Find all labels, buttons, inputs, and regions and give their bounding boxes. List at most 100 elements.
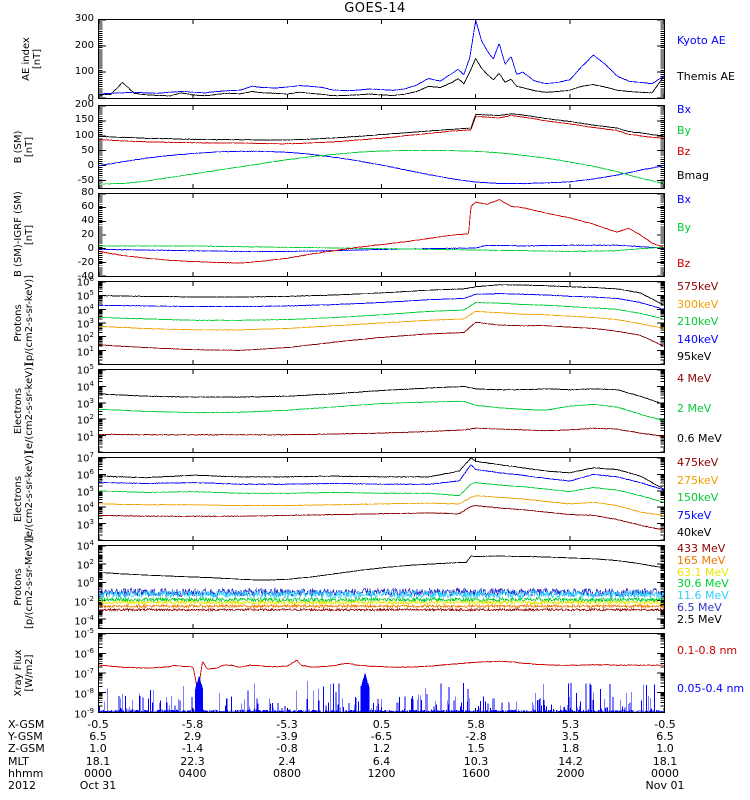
y-tick-label: 105 bbox=[76, 484, 94, 498]
x-tick-z-gsm-0: 1.0 bbox=[89, 742, 107, 756]
legend-item-protons-mev-0: 433 MeV bbox=[677, 542, 726, 556]
y-tick-label: 100 bbox=[74, 66, 94, 78]
x-tick-hhmm-2: 0800 bbox=[273, 766, 301, 780]
x-tick-date-6: Nov 01 bbox=[645, 779, 685, 792]
y-tick-label: 0 bbox=[87, 93, 94, 104]
legend-item-electrons-kev-4: 40keV bbox=[677, 526, 712, 540]
legend-item-protons-mageis-1: 300keV bbox=[677, 297, 719, 311]
legend-item-protons-mageis-2: 210keV bbox=[677, 315, 719, 329]
plot-canvas bbox=[99, 106, 664, 188]
y-tick-label: 104 bbox=[76, 379, 94, 394]
y-tick-label: 104 bbox=[76, 539, 94, 553]
y-tick-label: 102 bbox=[76, 557, 94, 571]
plot-canvas bbox=[99, 546, 664, 628]
y-tick-label: 101 bbox=[76, 430, 94, 444]
y-axis-title-electrons-mev: Electrons [e/(cm2-s-sr-keV)] bbox=[13, 363, 35, 453]
legend-item-ae-index-0: Kyoto AE bbox=[677, 34, 726, 48]
legend-item-ae-index-1: Themis AE bbox=[677, 69, 735, 83]
x-axis-row-label-hhmm: hhmm bbox=[8, 766, 44, 780]
legend-item-protons-mev-5: 6.5 MeV bbox=[677, 601, 722, 614]
x-tick-x-gsm-0: -0.5 bbox=[87, 718, 109, 731]
legend-item-xray-flux-1: 0.05-0.4 nm bbox=[677, 682, 745, 695]
legend-item-protons-mageis-4: 95keV bbox=[677, 350, 712, 364]
x-tick-mlt-5: 14.2 bbox=[558, 754, 583, 768]
x-tick-y-gsm-2: -3.9 bbox=[276, 730, 298, 744]
plot-canvas bbox=[99, 458, 664, 540]
y-axis-title-protons-mev: Protons [p/(cm2-s-sr-MeV)] bbox=[13, 535, 35, 629]
y-axis-title-b-sm-igrf: B (SM)-IGRF (SM) [nT] bbox=[13, 191, 35, 277]
x-tick-hhmm-3: 1200 bbox=[367, 766, 396, 780]
y-tick-label: 50 bbox=[81, 144, 94, 156]
x-tick-z-gsm-4: 1.5 bbox=[467, 742, 485, 756]
x-tick-hhmm-5: 2000 bbox=[556, 766, 585, 780]
legend-item-electrons-mev-2: 0.6 MeV bbox=[677, 431, 722, 445]
legend-item-b-sm-1: By bbox=[677, 124, 692, 138]
legend-item-electrons-kev-3: 75keV bbox=[677, 508, 712, 522]
plot-canvas bbox=[99, 20, 664, 98]
y-tick-label: 100 bbox=[74, 129, 94, 141]
x-tick-mlt-3: 6.4 bbox=[372, 754, 391, 768]
y-tick-label: 107 bbox=[76, 451, 94, 465]
y-tick-label: 104 bbox=[76, 303, 94, 317]
plot-panel-ae-index bbox=[98, 19, 665, 99]
plot-panel-electrons-kev bbox=[98, 457, 665, 541]
y-tick-label: 10-4 bbox=[74, 613, 94, 627]
x-tick-z-gsm-5: 1.8 bbox=[561, 742, 580, 756]
x-tick-hhmm-1: 0400 bbox=[178, 766, 207, 780]
x-tick-x-gsm-3: 0.5 bbox=[372, 718, 391, 731]
plot-panel-protons-mev bbox=[98, 545, 665, 629]
x-tick-z-gsm-6: 1.0 bbox=[656, 742, 674, 756]
y-tick-label: 105 bbox=[76, 289, 94, 303]
y-tick-label: -50 bbox=[77, 175, 94, 187]
y-axis-title-b-sm: B (SM) [nT] bbox=[13, 130, 35, 164]
legend-item-protons-mev-2: 63.1 MeV bbox=[677, 565, 729, 579]
x-tick-z-gsm-2: -0.8 bbox=[276, 742, 298, 756]
x-tick-y-gsm-0: 6.5 bbox=[89, 730, 107, 744]
y-tick-label: 103 bbox=[76, 518, 94, 532]
x-tick-mlt-2: 2.4 bbox=[278, 754, 296, 768]
x-tick-y-gsm-3: -6.5 bbox=[370, 730, 393, 744]
y-tick-label: 10-9 bbox=[74, 707, 94, 721]
legend-item-protons-mev-4: 11.6 MeV bbox=[677, 589, 729, 603]
legend-item-protons-mev-6: 2.5 MeV bbox=[677, 612, 722, 626]
legend-item-b-sm-0: Bx bbox=[677, 103, 692, 117]
legend-item-b-sm-igrf-1: By bbox=[677, 221, 692, 235]
x-tick-mlt-0: 18.1 bbox=[85, 754, 111, 768]
y-tick-label: 103 bbox=[76, 396, 94, 410]
y-tick-label: 106 bbox=[76, 467, 94, 482]
y-tick-label: 102 bbox=[76, 331, 94, 345]
x-tick-mlt-6: 18.1 bbox=[652, 754, 678, 768]
y-tick-label: 10-6 bbox=[74, 647, 94, 661]
y-tick-label: 10-7 bbox=[74, 667, 94, 681]
y-tick-label: 100 bbox=[76, 576, 94, 590]
y-axis-title-protons-mageis: Protons [p/(cm2-s-sr-keV)] bbox=[13, 274, 35, 365]
y-tick-label: 106 bbox=[76, 275, 94, 289]
legend-item-protons-mev-1: 165 MeV bbox=[677, 553, 726, 567]
y-tick-label: 200 bbox=[74, 39, 94, 51]
y-tick-label: 10-5 bbox=[74, 627, 94, 641]
x-tick-y-gsm-1: 2.9 bbox=[183, 730, 202, 744]
plot-panel-xray-flux bbox=[98, 633, 665, 713]
x-tick-mlt-4: 10.3 bbox=[463, 754, 489, 768]
x-tick-y-gsm-5: 3.5 bbox=[561, 730, 580, 744]
x-tick-x-gsm-2: -5.3 bbox=[276, 718, 298, 731]
x-axis-row-label-z-gsm: Z-GSM bbox=[8, 742, 45, 756]
page-title: GOES-14 bbox=[344, 1, 406, 16]
legend-item-b-sm-3: Bmag bbox=[677, 168, 709, 182]
plot-panel-b-sm bbox=[98, 105, 665, 189]
y-tick-label: 200 bbox=[74, 99, 94, 110]
legend-item-electrons-mev-0: 4 MeV bbox=[677, 372, 712, 386]
legend-item-electrons-kev-1: 275keV bbox=[677, 473, 719, 487]
y-tick-label: 104 bbox=[76, 501, 94, 515]
y-tick-label: 150 bbox=[74, 114, 94, 126]
y-tick-label: 102 bbox=[76, 413, 94, 427]
legend-item-b-sm-igrf-2: Bz bbox=[677, 257, 691, 271]
x-tick-z-gsm-3: 1.2 bbox=[372, 742, 391, 756]
x-tick-mlt-1: 22.3 bbox=[180, 754, 205, 768]
plot-panel-electrons-mev bbox=[98, 369, 665, 453]
y-tick-label: 20 bbox=[81, 229, 94, 240]
y-tick-label: 103 bbox=[76, 317, 94, 331]
y-axis-title-ae-index: AE index [nT] bbox=[21, 37, 43, 81]
x-tick-y-gsm-6: 6.5 bbox=[656, 730, 674, 744]
y-tick-label: 10-2 bbox=[74, 595, 94, 609]
